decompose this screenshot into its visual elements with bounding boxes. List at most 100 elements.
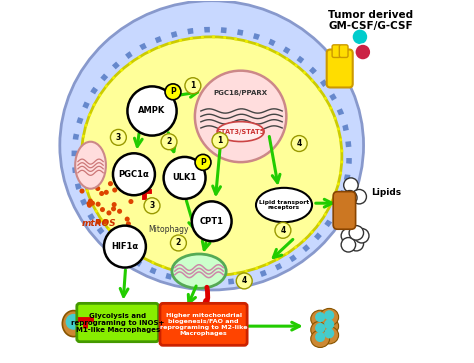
Circle shape (86, 201, 91, 206)
Text: AMPK: AMPK (138, 106, 165, 115)
Ellipse shape (311, 321, 329, 338)
Circle shape (344, 178, 358, 192)
FancyArrowPatch shape (168, 133, 175, 152)
Circle shape (355, 229, 369, 243)
Circle shape (212, 133, 228, 148)
Circle shape (355, 44, 371, 60)
Circle shape (236, 273, 252, 289)
Text: 4: 4 (297, 139, 302, 148)
Ellipse shape (256, 188, 312, 222)
Ellipse shape (311, 310, 329, 327)
Text: Lipids: Lipids (371, 188, 401, 197)
Text: 3: 3 (116, 133, 121, 142)
Circle shape (164, 157, 206, 199)
FancyArrowPatch shape (273, 240, 293, 258)
Circle shape (343, 191, 357, 205)
Circle shape (104, 190, 109, 195)
Circle shape (107, 211, 111, 216)
Ellipse shape (63, 311, 85, 337)
Circle shape (341, 237, 356, 252)
Text: Tumor derived
GM-CSF/G-CSF: Tumor derived GM-CSF/G-CSF (328, 10, 413, 31)
FancyArrowPatch shape (213, 144, 220, 194)
Ellipse shape (217, 122, 264, 142)
Text: Lipid transport
receptors: Lipid transport receptors (259, 200, 309, 211)
Circle shape (65, 314, 82, 330)
Circle shape (324, 328, 334, 338)
Ellipse shape (75, 142, 106, 189)
Circle shape (112, 202, 117, 207)
Ellipse shape (195, 71, 286, 162)
Text: ULK1: ULK1 (173, 174, 197, 182)
FancyBboxPatch shape (339, 45, 348, 57)
Text: 4: 4 (280, 226, 285, 235)
Circle shape (144, 198, 160, 214)
Circle shape (111, 206, 116, 211)
Circle shape (110, 130, 127, 145)
FancyArrowPatch shape (120, 270, 128, 297)
Circle shape (275, 223, 291, 238)
FancyArrowPatch shape (269, 136, 280, 183)
Text: 1: 1 (190, 81, 195, 90)
Circle shape (87, 203, 92, 208)
Circle shape (291, 135, 307, 151)
Circle shape (324, 319, 334, 329)
Text: 1: 1 (218, 136, 223, 145)
FancyBboxPatch shape (327, 49, 353, 87)
Ellipse shape (320, 318, 338, 335)
Circle shape (104, 226, 146, 268)
Circle shape (171, 235, 186, 251)
Circle shape (99, 191, 104, 196)
Circle shape (117, 209, 122, 214)
Text: mtROS: mtROS (82, 219, 116, 228)
Ellipse shape (320, 309, 338, 326)
FancyBboxPatch shape (333, 192, 356, 229)
FancyArrowPatch shape (248, 322, 300, 330)
FancyBboxPatch shape (77, 303, 158, 342)
Circle shape (128, 86, 177, 135)
FancyBboxPatch shape (160, 303, 247, 345)
Circle shape (349, 226, 364, 240)
FancyArrowPatch shape (202, 241, 210, 250)
Text: Glycolysis and
reprograming to iNOS+
M1-like Macrophages: Glycolysis and reprograming to iNOS+ M1-… (71, 313, 164, 333)
Text: STAT3/STAT5: STAT3/STAT5 (217, 129, 265, 135)
Circle shape (128, 199, 134, 204)
Circle shape (349, 236, 364, 251)
Ellipse shape (60, 1, 364, 290)
FancyArrowPatch shape (135, 134, 142, 146)
Circle shape (324, 310, 334, 321)
Ellipse shape (172, 254, 226, 288)
Text: 4: 4 (242, 277, 247, 285)
Circle shape (195, 154, 211, 170)
Circle shape (126, 221, 131, 227)
FancyBboxPatch shape (332, 45, 341, 57)
Text: P: P (200, 158, 206, 167)
Circle shape (90, 201, 95, 206)
Circle shape (100, 207, 105, 212)
FancyArrowPatch shape (316, 199, 332, 207)
Circle shape (108, 181, 113, 186)
Text: Mitophagy: Mitophagy (148, 225, 189, 234)
Circle shape (352, 29, 368, 45)
Circle shape (96, 201, 100, 207)
Circle shape (165, 84, 181, 100)
Circle shape (113, 153, 155, 195)
Text: CPT1: CPT1 (200, 217, 224, 226)
Circle shape (80, 188, 84, 193)
FancyArrowPatch shape (180, 90, 198, 97)
Text: PGC1ß/PPARX: PGC1ß/PPARX (214, 90, 268, 96)
Text: PGC1α: PGC1α (118, 170, 149, 179)
Text: HIF1α: HIF1α (111, 242, 138, 251)
Ellipse shape (320, 326, 338, 344)
Ellipse shape (82, 37, 342, 276)
Circle shape (315, 312, 325, 322)
Text: P: P (170, 87, 176, 96)
FancyArrowPatch shape (186, 201, 196, 229)
Circle shape (352, 189, 366, 204)
FancyArrowPatch shape (203, 287, 212, 310)
Text: 2: 2 (166, 137, 172, 146)
Circle shape (95, 186, 100, 191)
FancyArrowPatch shape (188, 286, 196, 303)
Circle shape (192, 201, 232, 241)
Circle shape (125, 217, 130, 222)
Text: 3: 3 (149, 201, 155, 210)
